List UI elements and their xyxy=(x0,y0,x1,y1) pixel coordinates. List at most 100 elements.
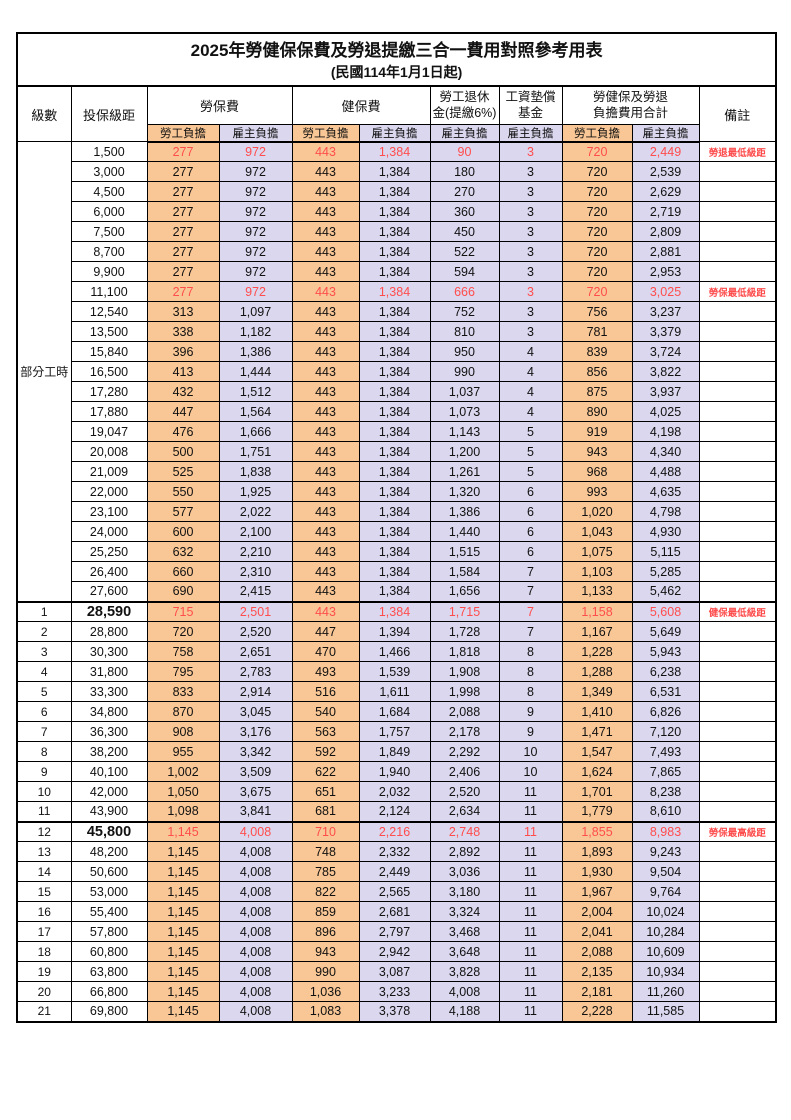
cell-total-employer: 10,934 xyxy=(631,961,700,982)
cell-labor-employee: 870 xyxy=(146,701,220,722)
cell-bracket: 22,000 xyxy=(70,481,148,502)
cell-labor-employer: 1,386 xyxy=(218,341,293,362)
cell-total-employee: 943 xyxy=(561,441,633,462)
cell-health-employer: 1,384 xyxy=(358,221,431,242)
cell-wage-fund-employer: 7 xyxy=(498,600,563,622)
cell-total-employer: 9,504 xyxy=(631,861,700,882)
cell-wage-fund-employer: 5 xyxy=(498,421,563,442)
cell-bracket: 19,047 xyxy=(70,421,148,442)
table-body: 部分工時 1,500 277 972 443 1,384 90 3 720 2,449 勞退最低級距… xyxy=(16,141,777,1022)
cell-total-employer: 5,943 xyxy=(631,641,700,662)
table-row: 15,840 396 1,386 443 1,384 950 4 839 3,724 xyxy=(17,341,777,362)
cell-remark xyxy=(698,521,777,542)
col-header-labor-insurance: 勞保費 xyxy=(146,85,293,125)
cell-health-employer: 1,384 xyxy=(358,261,431,282)
col-header-health-insurance: 健保費 xyxy=(291,85,431,125)
cell-total-employer: 7,493 xyxy=(631,741,700,762)
cell-labor-employer: 1,751 xyxy=(218,441,293,462)
cell-labor-employer: 4,008 xyxy=(218,941,293,962)
cell-remark xyxy=(698,501,777,522)
cell-total-employee: 756 xyxy=(561,301,633,322)
table-row: 26,400 660 2,310 443 1,384 1,584 7 1,103 5,285 xyxy=(17,561,777,582)
cell-remark: 健保最低級距 xyxy=(698,600,777,622)
cell-level: 4 xyxy=(16,661,72,682)
cell-labor-employer: 972 xyxy=(218,141,293,162)
cell-level: 7 xyxy=(16,721,72,742)
cell-health-employee: 443 xyxy=(291,401,360,422)
cell-remark: 勞保最低級距 xyxy=(698,281,777,302)
cell-health-employer: 1,849 xyxy=(358,741,431,762)
cell-bracket: 20,008 xyxy=(70,441,148,462)
cell-pension-employer: 450 xyxy=(429,221,500,242)
table-row: 3,000 277 972 443 1,384 180 3 720 2,539 xyxy=(17,161,777,182)
cell-labor-employee: 338 xyxy=(146,321,220,342)
cell-labor-employer: 3,509 xyxy=(218,761,293,782)
cell-remark xyxy=(698,761,777,782)
cell-wage-fund-employer: 8 xyxy=(498,681,563,702)
cell-remark xyxy=(698,681,777,702)
cell-total-employer: 11,585 xyxy=(631,1001,700,1022)
subheader-health-employee: 勞工負擔 xyxy=(291,123,360,143)
cell-labor-employer: 1,182 xyxy=(218,321,293,342)
cell-bracket: 42,000 xyxy=(70,781,148,802)
cell-level: 13 xyxy=(16,841,72,862)
cell-bracket: 11,100 xyxy=(70,281,148,302)
cell-labor-employer: 1,097 xyxy=(218,301,293,322)
cell-health-employee: 443 xyxy=(291,321,360,342)
cell-pension-employer: 1,073 xyxy=(429,401,500,422)
cell-wage-fund-employer: 11 xyxy=(498,861,563,882)
cell-labor-employee: 1,098 xyxy=(146,801,220,822)
cell-pension-employer: 270 xyxy=(429,181,500,202)
cell-labor-employee: 1,145 xyxy=(146,981,220,1002)
cell-remark xyxy=(698,621,777,642)
cell-labor-employer: 972 xyxy=(218,181,293,202)
cell-pension-employer: 3,648 xyxy=(429,941,500,962)
cell-pension-employer: 1,908 xyxy=(429,661,500,682)
cell-labor-employee: 313 xyxy=(146,301,220,322)
table-row: 11 43,900 1,098 3,841 681 2,124 2,634 11 1,779 8,… xyxy=(16,801,777,822)
cell-health-employer: 1,384 xyxy=(358,501,431,522)
cell-wage-fund-employer: 5 xyxy=(498,461,563,482)
cell-bracket: 43,900 xyxy=(70,801,148,822)
cell-labor-employee: 795 xyxy=(146,661,220,682)
cell-total-employer: 3,379 xyxy=(631,321,700,342)
cell-total-employee: 1,701 xyxy=(561,781,633,802)
cell-level: 2 xyxy=(16,621,72,642)
table-row: 8,700 277 972 443 1,384 522 3 720 2,881 xyxy=(17,241,777,262)
cell-total-employee: 1,103 xyxy=(561,561,633,582)
cell-health-employer: 1,611 xyxy=(358,681,431,702)
cell-labor-employee: 277 xyxy=(146,261,220,282)
cell-remark xyxy=(698,441,777,462)
cell-labor-employer: 2,310 xyxy=(218,561,293,582)
cell-total-employer: 3,822 xyxy=(631,361,700,382)
cell-labor-employer: 2,501 xyxy=(218,600,293,622)
cell-wage-fund-employer: 11 xyxy=(498,901,563,922)
cell-bracket: 7,500 xyxy=(70,221,148,242)
cell-total-employer: 4,340 xyxy=(631,441,700,462)
cell-total-employee: 1,020 xyxy=(561,501,633,522)
subheader-pension-employer: 雇主負擔 xyxy=(429,123,500,143)
cell-health-employee: 443 xyxy=(291,241,360,262)
cell-total-employer: 11,260 xyxy=(631,981,700,1002)
cell-pension-employer: 1,440 xyxy=(429,521,500,542)
cell-labor-employer: 2,210 xyxy=(218,541,293,562)
cell-total-employer: 7,865 xyxy=(631,761,700,782)
cell-health-employee: 443 xyxy=(291,281,360,302)
cell-total-employee: 1,624 xyxy=(561,761,633,782)
table-row: 4,500 277 972 443 1,384 270 3 720 2,629 xyxy=(17,181,777,202)
cell-pension-employer: 1,261 xyxy=(429,461,500,482)
cell-labor-employer: 4,008 xyxy=(218,961,293,982)
cell-remark xyxy=(698,541,777,562)
cell-labor-employee: 1,145 xyxy=(146,961,220,982)
table-row: 15 53,000 1,145 4,008 822 2,565 3,180 11 1,967 9,… xyxy=(16,881,777,902)
cell-bracket: 24,000 xyxy=(70,521,148,542)
cell-remark xyxy=(698,981,777,1002)
cell-pension-employer: 1,998 xyxy=(429,681,500,702)
cell-level: 21 xyxy=(16,1001,72,1022)
cell-remark xyxy=(698,321,777,342)
cell-bracket: 4,500 xyxy=(70,181,148,202)
cell-wage-fund-employer: 11 xyxy=(498,1001,563,1022)
cell-bracket: 17,880 xyxy=(70,401,148,422)
cell-wage-fund-employer: 4 xyxy=(498,341,563,362)
cell-health-employer: 1,466 xyxy=(358,641,431,662)
